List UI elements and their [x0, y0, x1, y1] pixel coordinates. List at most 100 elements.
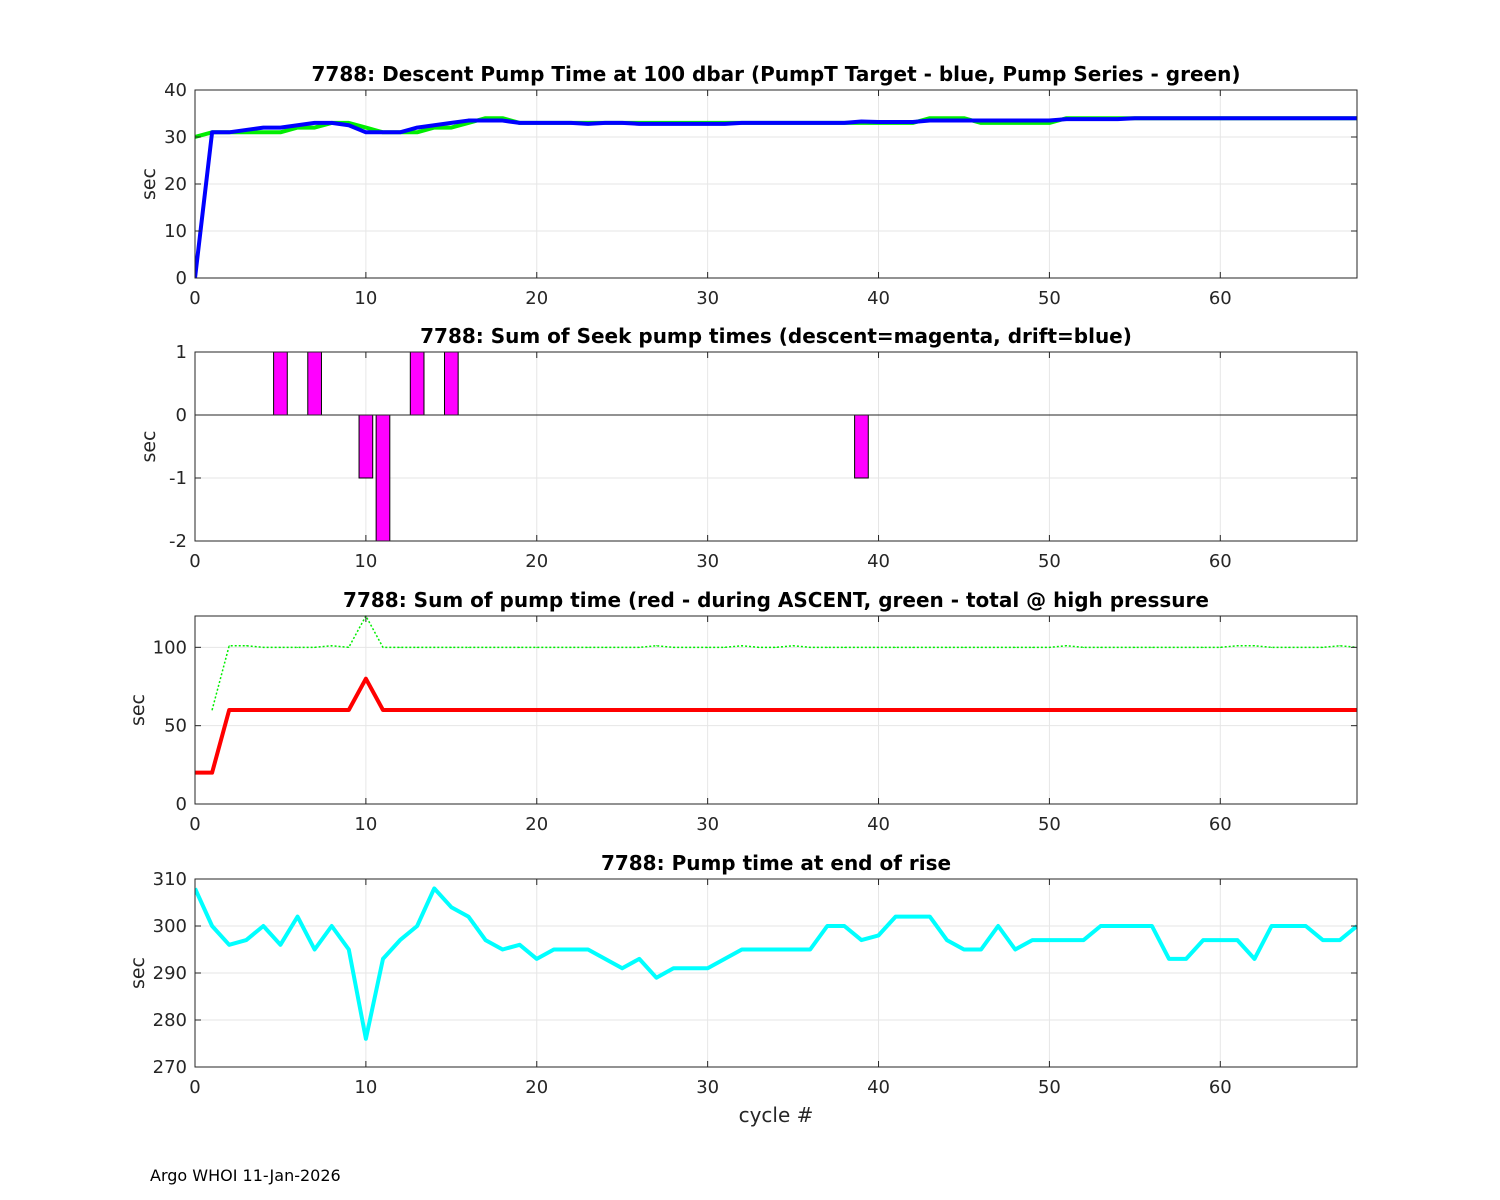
- data-point: [1031, 939, 1033, 941]
- data-point: [1083, 118, 1085, 120]
- x-tick-label: 60: [1209, 814, 1232, 835]
- data-point: [843, 925, 845, 927]
- data-point: [485, 646, 486, 648]
- y-axis-label: sec: [127, 694, 149, 726]
- data-point: [1151, 709, 1153, 711]
- data-point: [946, 117, 948, 119]
- data-point: [1134, 709, 1136, 711]
- data-point: [1185, 709, 1187, 711]
- data-point: [297, 127, 299, 129]
- data-point: [997, 122, 999, 124]
- bar: [375, 414, 391, 542]
- data-point: [211, 925, 213, 927]
- data-point: [587, 709, 589, 711]
- data-point: [467, 120, 469, 122]
- data-point: [621, 646, 623, 648]
- data-point: [297, 916, 299, 918]
- data-point: [1322, 117, 1324, 119]
- data-point: [809, 122, 811, 124]
- data-point: [519, 122, 521, 124]
- data-point: [1339, 645, 1341, 647]
- data-point: [997, 709, 999, 711]
- bar: [358, 414, 374, 479]
- data-point: [399, 646, 401, 648]
- data-point: [843, 122, 845, 124]
- data-point: [1151, 925, 1153, 927]
- data-point: [416, 127, 418, 129]
- y-axis-label: sec: [127, 957, 149, 989]
- data-point: [724, 709, 726, 711]
- data-point: [1048, 122, 1050, 124]
- data-point: [621, 122, 623, 124]
- data-point: [570, 646, 572, 648]
- data-point: [929, 120, 931, 122]
- data-point: [1339, 709, 1341, 711]
- data-point: [1134, 117, 1136, 119]
- y-tick-label: 40: [164, 80, 187, 101]
- data-point: [792, 645, 794, 647]
- data-point: [365, 1038, 367, 1040]
- data-point: [775, 709, 777, 711]
- data-point: [519, 944, 521, 946]
- data-point: [1168, 958, 1170, 960]
- data-point: [416, 646, 418, 648]
- data-point: [1288, 709, 1290, 711]
- data-point: [1219, 646, 1221, 648]
- data-point: [211, 709, 213, 711]
- data-point: [1288, 925, 1290, 927]
- data-point: [690, 123, 692, 125]
- chart-title: 7788: Sum of pump time (red - during ASC…: [343, 588, 1209, 612]
- data-point: [587, 949, 589, 950]
- x-tick-label: 0: [189, 551, 200, 572]
- data-point: [1339, 117, 1341, 119]
- data-point: [450, 906, 452, 908]
- x-tick-label: 50: [1038, 1077, 1061, 1098]
- data-point: [502, 709, 504, 711]
- data-point: [433, 124, 435, 126]
- data-point: [348, 124, 350, 126]
- data-point: [895, 121, 897, 123]
- data-point: [1202, 709, 1204, 711]
- data-point: [707, 646, 709, 648]
- data-point: [621, 709, 623, 711]
- data-point: [502, 949, 504, 950]
- data-point: [672, 967, 674, 969]
- data-point: [1066, 709, 1067, 711]
- data-point: [1134, 925, 1136, 927]
- data-point: [433, 127, 435, 129]
- data-point: [553, 709, 555, 711]
- data-point: [570, 709, 572, 711]
- data-point: [707, 967, 709, 969]
- chart-panel-2: 0 10 20 30 40 50 60 -2 -1 0 1 7788: Sum of Seek pum…: [138, 324, 1358, 572]
- data-point: [997, 925, 999, 927]
- data-point: [587, 646, 589, 648]
- data-point: [741, 709, 743, 711]
- x-tick-label: 20: [525, 551, 548, 572]
- axes-box: [194, 615, 1358, 805]
- data-point: [1066, 939, 1067, 941]
- data-point: [228, 944, 230, 946]
- data-point: [1202, 117, 1204, 119]
- x-tick-label: 30: [696, 288, 719, 309]
- data-point: [963, 117, 965, 119]
- data-point: [348, 122, 350, 124]
- data-point: [724, 958, 726, 960]
- data-point: [604, 958, 606, 960]
- x-tick-label: 30: [696, 1077, 719, 1098]
- y-tick-label: 100: [153, 637, 187, 658]
- data-point: [758, 709, 760, 711]
- x-tick-label: 50: [1038, 551, 1061, 572]
- data-point: [331, 709, 333, 711]
- data-point: [741, 949, 743, 950]
- data-point: [502, 117, 504, 119]
- data-point: [809, 949, 811, 950]
- y-axis-label: sec: [138, 430, 160, 462]
- chart-title: 7788: Descent Pump Time at 100 dbar (Pum…: [312, 62, 1241, 86]
- data-point: [963, 709, 965, 711]
- data-point: [536, 709, 538, 711]
- data-point: [860, 709, 862, 711]
- data-point: [399, 709, 401, 711]
- data-point: [553, 122, 555, 124]
- data-point: [348, 646, 350, 648]
